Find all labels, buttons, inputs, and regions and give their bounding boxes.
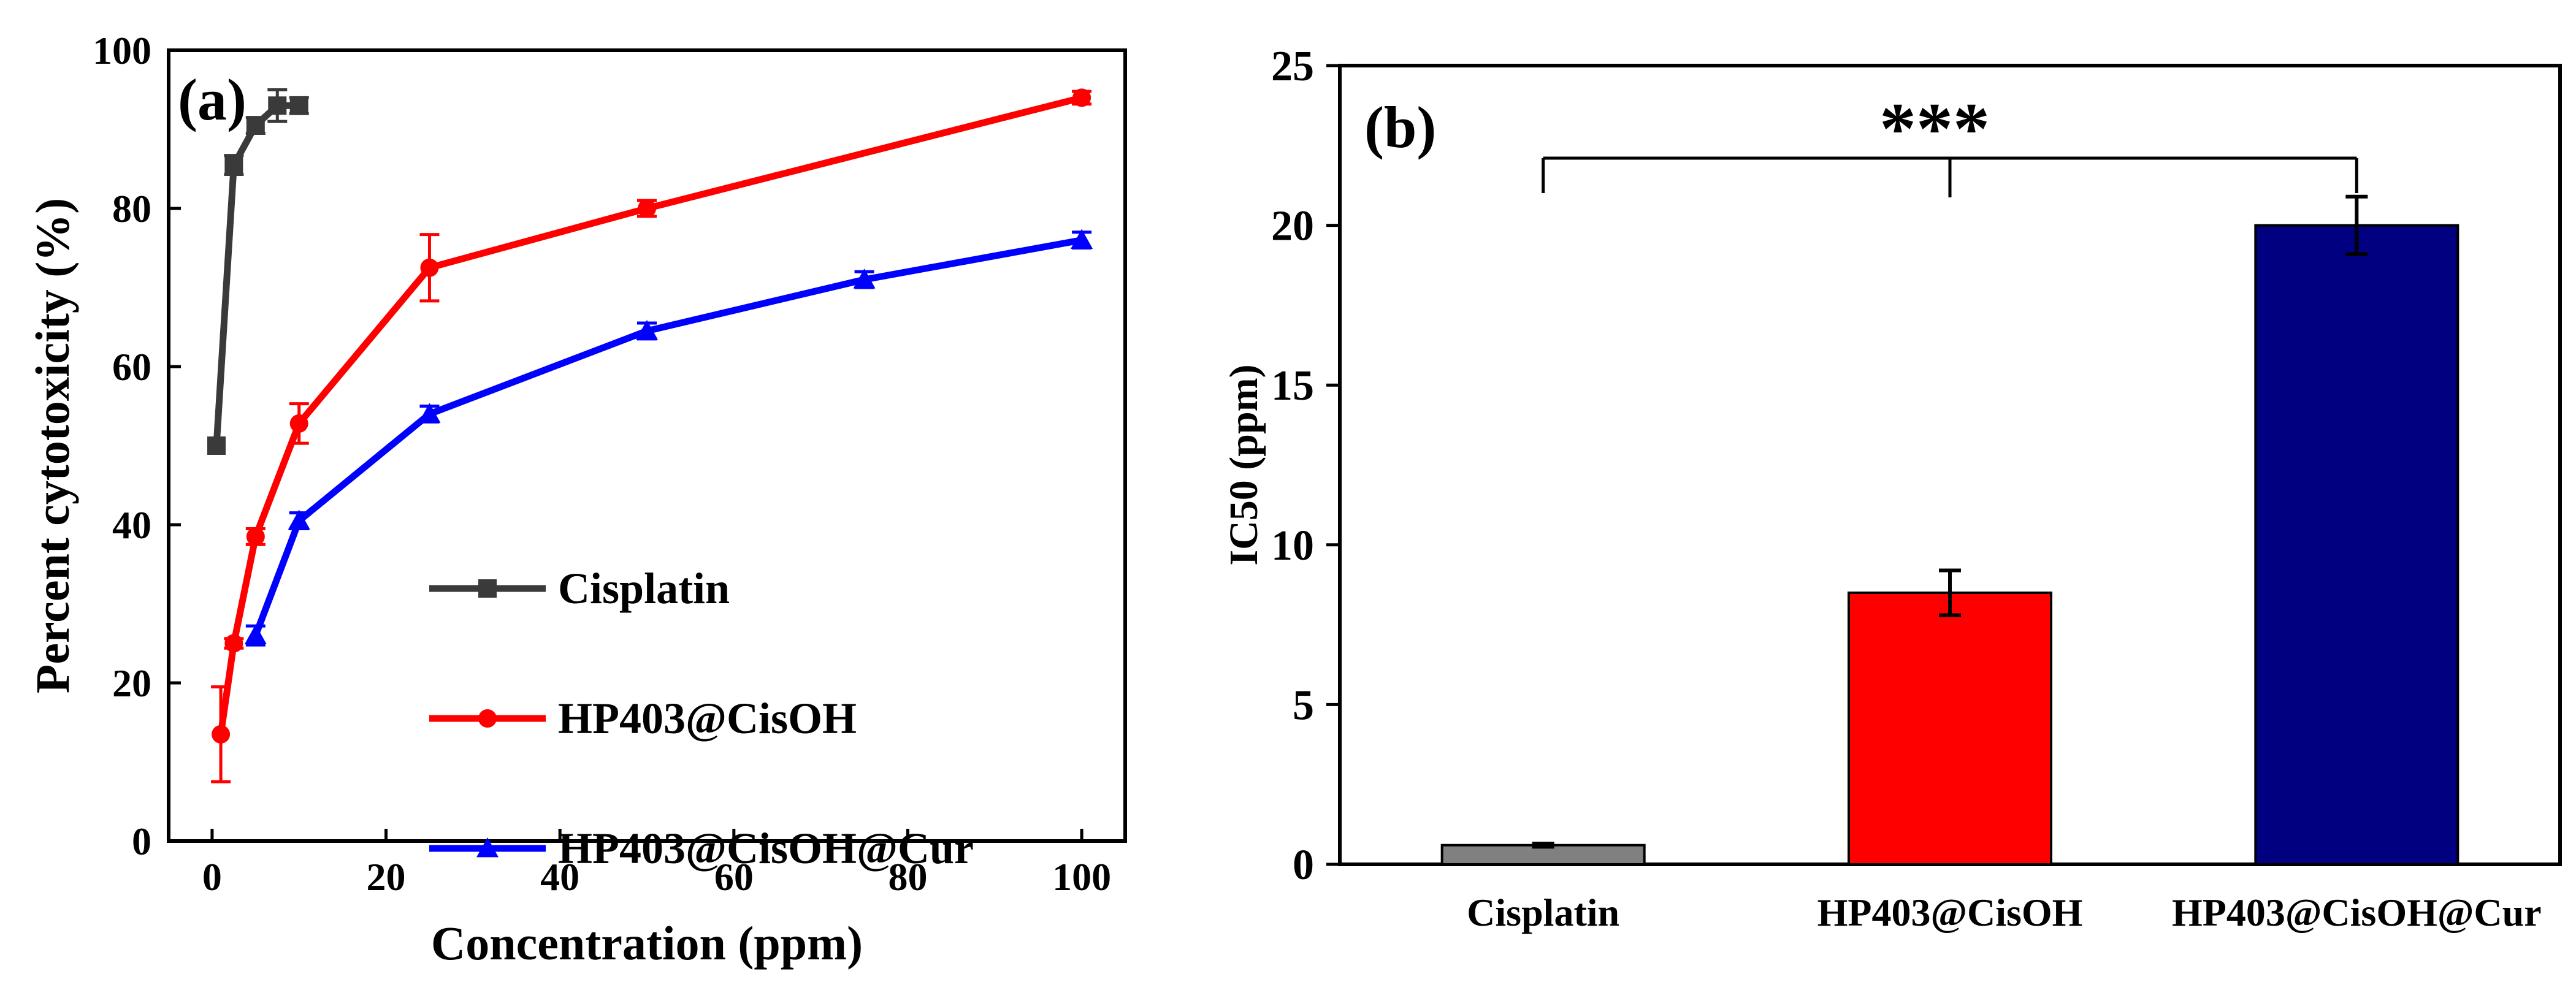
x-tick-label: 40: [540, 855, 579, 899]
y-tick-label: 80: [112, 187, 151, 230]
y-axis-title: Percent cytotoxicity (%): [26, 198, 79, 694]
data-point: [224, 634, 243, 653]
x-axis-title: Concentration (ppm): [431, 916, 863, 970]
y-tick-label: 20: [112, 661, 151, 705]
data-point: [244, 624, 267, 644]
y-tick-label: 10: [1271, 522, 1314, 569]
significance-bracket: [1542, 156, 2358, 197]
y-tick-label: 60: [112, 345, 151, 389]
y-tick-label: 20: [1271, 203, 1314, 250]
panel-label-b: (b): [1364, 94, 1436, 160]
bar-hp403-cisoh-cur: [2254, 224, 2459, 866]
legend-entry-hp403-cisoh: HP403@CisOH: [429, 694, 857, 743]
data-point: [636, 319, 658, 340]
data-point: [288, 509, 310, 530]
series-hp403-cisoh: [211, 88, 1092, 783]
data-point: [212, 725, 231, 744]
x-tick-label: 100: [1052, 855, 1111, 899]
y-axis-title: IC50 (ppm): [1221, 364, 1266, 565]
data-point: [268, 96, 287, 115]
data-point: [476, 837, 499, 858]
panel-label-a: (a): [178, 67, 247, 132]
data-point: [418, 403, 441, 423]
data-point: [638, 199, 656, 218]
data-point: [246, 527, 265, 546]
bar-hp403-cisoh: [1848, 591, 2052, 866]
x-tick-label: 60: [714, 855, 754, 899]
legend-entry-cisplatin: Cisplatin: [429, 564, 730, 613]
x-category-label: HP403@CisOH: [1817, 891, 2083, 934]
data-point: [289, 414, 308, 433]
data-point: [246, 116, 265, 135]
series-cisplatin: [207, 88, 309, 455]
bar-cisplatin: [1440, 843, 1646, 866]
x-category-label: Cisplatin: [1467, 891, 1619, 934]
plot-frame: [167, 48, 1127, 843]
legend-label: HP403@CisOH@Cur: [558, 824, 974, 873]
series-hp403-cisoh-cur: [244, 229, 1093, 647]
x-category-label: HP403@CisOH@Cur: [2172, 891, 2542, 934]
data-point: [478, 709, 497, 728]
x-tick-label: 0: [202, 855, 222, 899]
data-point: [420, 258, 439, 277]
legend-label: HP403@CisOH: [558, 694, 857, 743]
y-tick-label: 40: [112, 503, 151, 547]
series-line: [217, 94, 1083, 735]
series-line: [252, 237, 1083, 637]
panel-b-bar-chart: 0 5 10 15 20 25 Cisplatin HP403@CisOH HP403@CisO…: [1221, 43, 2562, 934]
data-point: [1072, 88, 1091, 107]
legend-entry-hp403-cisoh-cur: HP403@CisOH@Cur: [429, 824, 974, 873]
y-tick-label: 5: [1293, 682, 1314, 729]
legend: Cisplatin HP403@CisOH HP403@CisOH@Cur: [429, 564, 974, 873]
data-point: [853, 268, 876, 289]
x-tick-label: 80: [888, 855, 927, 899]
data-point: [224, 156, 243, 175]
x-tick-label: 20: [367, 855, 406, 899]
y-tick-label: 100: [93, 29, 151, 72]
legend-label: Cisplatin: [558, 564, 730, 613]
y-tick-label: 15: [1271, 362, 1314, 409]
y-tick-label: 25: [1271, 43, 1314, 90]
data-point: [1071, 229, 1093, 249]
y-tick-label: 0: [1293, 842, 1314, 889]
significance-marker: ***: [1879, 88, 1990, 169]
data-point: [207, 436, 226, 455]
data-point: [478, 579, 497, 598]
y-tick-label: 0: [132, 820, 151, 863]
panel-a-line-chart: 0 20 40 60 80 100 0 20 40 60 80 100 Concentration (p…: [26, 29, 1127, 970]
data-point: [289, 96, 308, 115]
